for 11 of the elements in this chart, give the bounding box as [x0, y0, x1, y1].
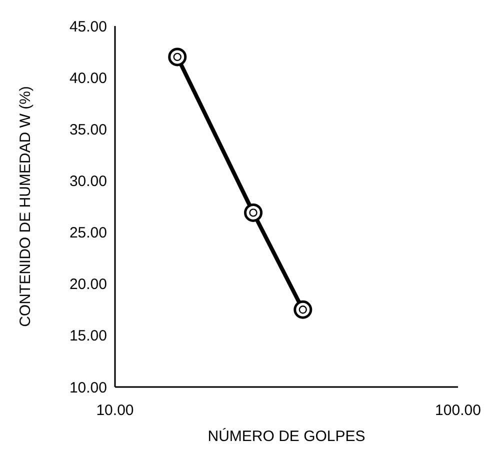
y-tick-label: 20.00	[69, 276, 107, 294]
y-tick-label: 15.00	[69, 328, 107, 345]
y-tick-label: 40.00	[69, 70, 107, 87]
y-tick-label: 45.00	[69, 18, 107, 36]
y-tick-label: 10.00	[69, 379, 107, 396]
x-tick-label: 100.00	[435, 402, 481, 419]
x-axis-title: NÚMERO DE GOLPES	[208, 427, 366, 445]
y-axis-title: CONTENIDO DE HUMEDAD W (%)	[17, 86, 34, 327]
y-tick-label: 30.00	[69, 172, 107, 190]
y-tick-label: 35.00	[69, 121, 107, 138]
y-tick-label: 25.00	[69, 224, 107, 242]
